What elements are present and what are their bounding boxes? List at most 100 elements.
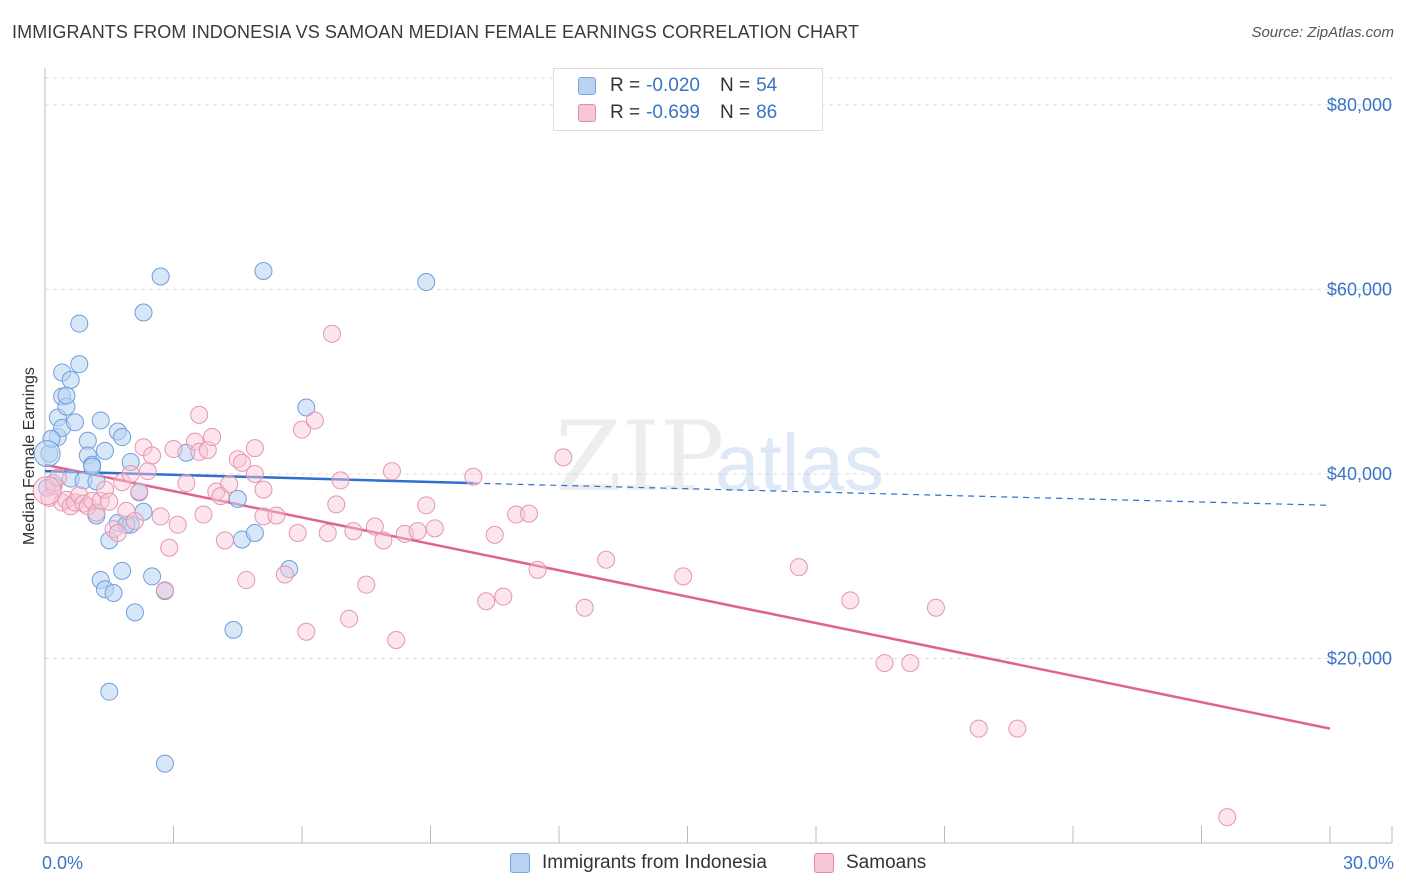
point-samoan [100, 492, 119, 511]
bottom-legend-label-samoans: Samoans [846, 852, 927, 873]
point-samoan [1218, 808, 1237, 827]
legend-row-samoans: R = -0.699 N = 86 [578, 101, 777, 125]
point-indonesia [65, 413, 84, 432]
point-indonesia [33, 440, 61, 468]
point-samoan [87, 503, 106, 522]
point-samoan [125, 512, 144, 531]
legend-n-value: 86 [756, 102, 778, 123]
point-samoan [245, 464, 264, 483]
point-samoan [1008, 719, 1027, 738]
legend-n-label: N = [719, 75, 751, 96]
point-samoan [425, 519, 444, 538]
point-indonesia [113, 428, 132, 447]
point-samoan [382, 462, 401, 481]
point-samoan [554, 448, 573, 467]
point-samoan [374, 531, 393, 550]
legend-n-label: N = [719, 102, 751, 123]
series-samoans [40, 324, 1237, 827]
legend-r-value: -0.020 [646, 75, 700, 96]
point-indonesia [83, 457, 102, 476]
point-samoan [305, 411, 324, 430]
data-points [32, 261, 1237, 827]
point-samoan [322, 324, 341, 343]
point-samoan [344, 522, 363, 541]
point-samoan [190, 405, 209, 424]
point-samoan [875, 654, 894, 673]
point-samoan [485, 525, 504, 544]
point-samoan [95, 480, 114, 499]
point-samoan [408, 522, 427, 541]
bottom-legend-indonesia[interactable]: Immigrants from Indonesia [510, 852, 767, 874]
watermark-atlas: atlas [715, 418, 884, 507]
legend-swatch-blue [578, 77, 596, 95]
point-samoan [789, 558, 808, 577]
point-samoan [575, 598, 594, 617]
point-indonesia [95, 441, 114, 460]
point-indonesia [100, 682, 119, 701]
point-samoan [203, 428, 222, 447]
y-tick-label: $80,000 [1327, 95, 1392, 115]
point-samoan [138, 462, 157, 481]
point-samoan [674, 567, 693, 586]
legend-r-value: -0.699 [646, 102, 700, 123]
point-indonesia [228, 489, 247, 508]
point-indonesia [57, 386, 76, 405]
point-samoan [130, 482, 149, 501]
point-indonesia [254, 261, 273, 280]
point-samoan [297, 622, 316, 641]
point-samoan [254, 480, 273, 499]
point-samoan [417, 496, 436, 515]
point-samoan [477, 592, 496, 611]
point-samoan [194, 505, 213, 524]
point-samoan [357, 575, 376, 594]
point-samoan [185, 432, 204, 451]
point-indonesia [61, 370, 80, 389]
bottom-legend-label-indonesia: Immigrants from Indonesia [542, 852, 767, 873]
legend: R = -0.020 N = 54 R = -0.699 N = 86 [553, 68, 823, 131]
point-indonesia [143, 567, 162, 586]
point-samoan [48, 468, 67, 487]
y-tick-label: $20,000 [1327, 648, 1392, 668]
bottom-legend-samoans[interactable]: Samoans [814, 852, 926, 874]
bottom-legend-swatch-blue [510, 853, 530, 873]
source-label: Source: ZipAtlas.com [1251, 24, 1394, 41]
point-samoan [254, 507, 273, 526]
point-indonesia [91, 411, 110, 430]
point-samoan [331, 471, 350, 490]
point-samoan [108, 524, 127, 542]
point-indonesia [155, 754, 174, 773]
point-samoan [151, 507, 170, 526]
point-samoan [318, 524, 337, 542]
point-samoan [155, 581, 174, 600]
point-samoan [901, 654, 920, 673]
trendline-indonesia [44, 469, 474, 485]
point-samoan [121, 464, 140, 483]
point-samoan [293, 420, 311, 439]
point-indonesia [70, 314, 89, 333]
point-samoan [464, 467, 483, 486]
point-samoan [245, 439, 264, 458]
axis-labels: $20,000 $40,000 $60,000 $80,000 0.0% 30.0% Med… [21, 95, 1394, 873]
x-tick-label: 0.0% [42, 853, 83, 873]
point-samoan [32, 476, 62, 506]
point-samoan [528, 560, 547, 579]
point-indonesia [151, 267, 170, 286]
point-indonesia [297, 398, 316, 417]
legend-r-label: R = [610, 75, 641, 96]
watermark: ZIP atlas [555, 401, 884, 513]
y-tick-label: $60,000 [1327, 279, 1392, 299]
point-samoan [233, 453, 252, 472]
point-samoan [267, 506, 286, 525]
y-axis-title: Median Female Earnings [21, 367, 38, 545]
legend-r-label: R = [610, 102, 641, 123]
point-samoan [168, 515, 187, 534]
bottom-legend-swatch-pink [814, 853, 834, 873]
legend-n-value: 54 [756, 75, 778, 96]
point-indonesia [245, 524, 264, 542]
point-samoan [520, 504, 539, 523]
point-indonesia [417, 273, 436, 292]
x-tick-label: 30.0% [1343, 853, 1394, 873]
point-samoan [926, 598, 945, 617]
point-indonesia [125, 603, 144, 622]
